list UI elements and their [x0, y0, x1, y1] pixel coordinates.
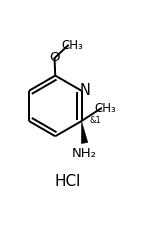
Text: CH₃: CH₃: [94, 102, 116, 115]
Text: HCl: HCl: [54, 174, 81, 189]
Text: O: O: [49, 50, 60, 63]
Text: CH₃: CH₃: [61, 39, 83, 52]
Polygon shape: [81, 122, 88, 144]
Text: NH₂: NH₂: [72, 147, 97, 160]
Text: &1: &1: [89, 115, 101, 124]
Text: N: N: [79, 83, 90, 98]
